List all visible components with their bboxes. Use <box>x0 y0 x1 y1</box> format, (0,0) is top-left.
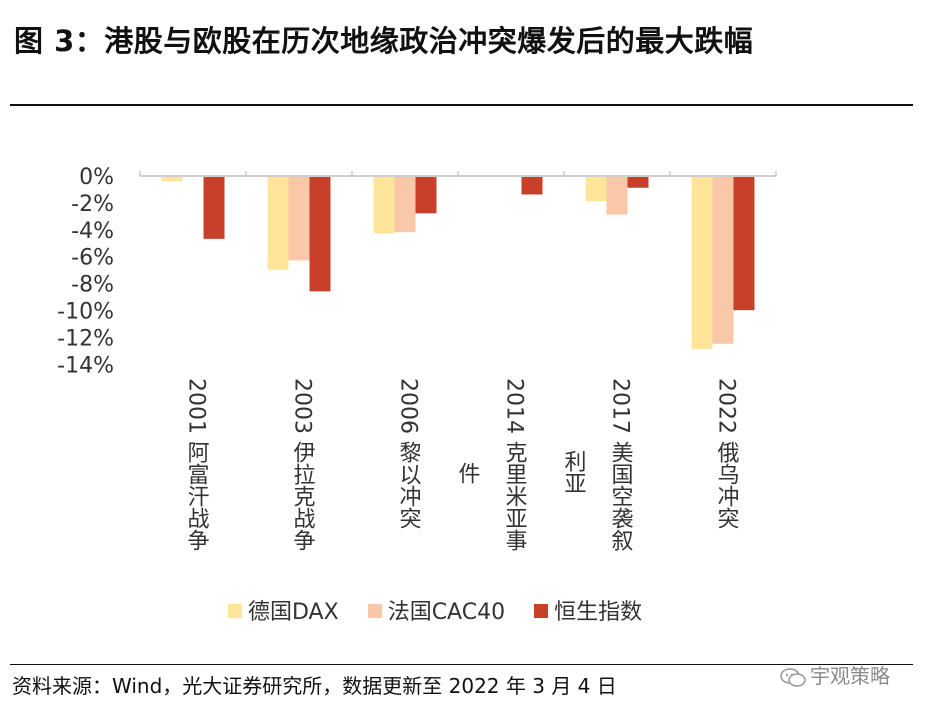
watermark: 宇观策略 <box>780 660 890 689</box>
legend-item-hsi: 恒生指数 <box>534 594 642 626</box>
category-label: 2006 黎以冲突 <box>396 378 422 529</box>
bar-dax <box>267 177 289 270</box>
category-label: 2001 阿富汗战争 <box>184 378 210 551</box>
chart-legend: 德国DAX 法国CAC40 恒生指数 <box>228 594 664 626</box>
legend-label-cac40: 法国CAC40 <box>387 600 506 625</box>
legend-swatch-cac40 <box>367 604 382 618</box>
bar-cac40 <box>394 177 416 233</box>
category-year: 2003 <box>290 378 315 441</box>
bar-dax <box>161 177 183 182</box>
watermark-text: 宇观策略 <box>810 664 890 688</box>
wechat-icon <box>780 667 806 687</box>
y-tick-label: 0% <box>79 165 114 190</box>
bar-hsi <box>627 177 649 188</box>
category-name: 黎以冲突 <box>396 441 422 529</box>
category-name: 美国空袭叙 <box>608 441 634 551</box>
top-rule <box>10 104 913 106</box>
bar-hsi <box>521 177 543 195</box>
y-tick-label: -8% <box>71 273 114 298</box>
bar-hsi <box>309 177 331 292</box>
bar-dax <box>373 177 395 234</box>
bar-dax <box>691 177 713 350</box>
bar-cac40 <box>606 177 628 215</box>
bar-hsi <box>203 177 225 239</box>
bar-dax <box>585 177 607 202</box>
legend-label-dax: 德国DAX <box>248 600 339 625</box>
y-tick-label: -2% <box>71 192 114 217</box>
bottom-rule <box>10 664 913 665</box>
y-tick-label: -14% <box>57 353 114 378</box>
bar-cac40 <box>288 177 310 261</box>
category-label: 2022 俄乌冲突 <box>714 378 740 529</box>
category-year: 2022 <box>714 378 739 441</box>
y-tick-label: -6% <box>71 246 114 271</box>
bar-hsi <box>415 177 437 214</box>
category-year: 2001 <box>184 378 209 441</box>
category-year: 2017 <box>608 378 633 441</box>
category-name: 克里米亚事 <box>502 441 528 551</box>
source-note: 资料来源：Wind，光大证券研究所，数据更新至 2022 年 3 月 4 日 <box>12 674 617 698</box>
legend-label-hsi: 恒生指数 <box>554 600 643 625</box>
category-name: 阿富汗战争 <box>184 441 210 551</box>
category-label: 2014 克里米亚事 <box>502 378 528 551</box>
category-label: 2017 美国空袭叙 <box>608 378 634 551</box>
category-label-continued: 件 <box>455 462 481 484</box>
category-year: 2014 <box>502 378 527 441</box>
legend-item-cac40: 法国CAC40 <box>367 594 506 626</box>
chart-title: 图 3：港股与欧股在历次地缘政治冲突爆发后的最大跌幅 <box>14 24 754 58</box>
category-label: 2003 伊拉克战争 <box>290 378 316 551</box>
y-tick-label: -10% <box>57 300 114 325</box>
y-tick-label: -4% <box>71 219 114 244</box>
category-year: 2006 <box>396 378 421 441</box>
legend-item-dax: 德国DAX <box>228 594 339 626</box>
category-name: 伊拉克战争 <box>290 441 316 551</box>
legend-swatch-hsi <box>534 604 549 618</box>
y-tick-label: -12% <box>57 326 114 351</box>
bar-hsi <box>733 177 755 311</box>
category-label-continued: 利亚 <box>561 450 587 494</box>
category-name: 俄乌冲突 <box>714 441 740 529</box>
bar-cac40 <box>712 177 734 344</box>
legend-swatch-dax <box>228 604 242 618</box>
